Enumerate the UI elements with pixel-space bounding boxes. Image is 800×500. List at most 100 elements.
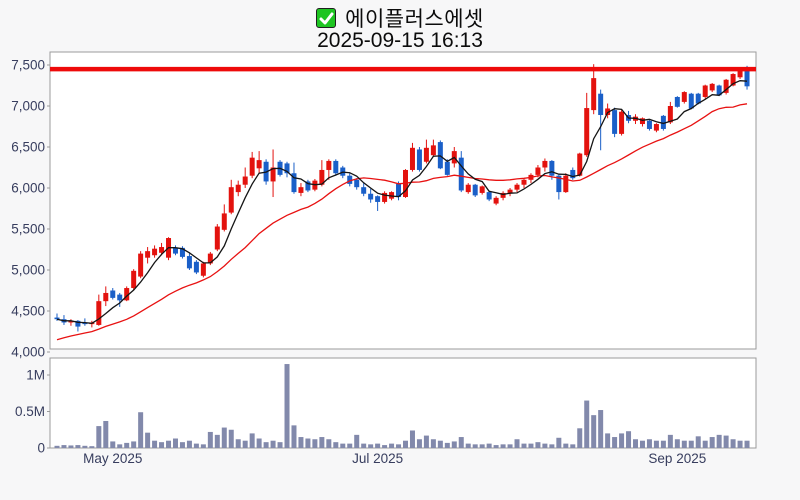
volume-bar	[117, 444, 123, 448]
candle-body	[437, 142, 443, 169]
candle-body	[68, 320, 74, 323]
volume-bar	[319, 437, 325, 448]
candle-body	[709, 83, 715, 91]
candle-body	[619, 111, 625, 134]
volume-bar	[382, 445, 388, 448]
volume-bar	[375, 443, 381, 448]
candle-body	[235, 184, 241, 193]
volume-bar	[695, 436, 701, 448]
volume-bar	[333, 442, 339, 448]
volume-bar	[584, 400, 590, 448]
volume-bar	[68, 445, 74, 448]
candle-body	[200, 263, 206, 276]
candle-body	[298, 187, 304, 193]
candle-body	[159, 247, 165, 253]
candle-body	[423, 147, 429, 162]
volume-bar	[124, 442, 130, 448]
volume-bar	[737, 440, 743, 448]
volume-bar	[242, 440, 248, 448]
candle-body	[681, 92, 687, 102]
candle-body	[653, 124, 659, 131]
price-tick-label: 5,000	[11, 263, 45, 278]
volume-bar	[54, 445, 60, 448]
volume-bar	[674, 439, 680, 448]
candle-body	[577, 153, 583, 176]
candle-body	[730, 74, 736, 86]
volume-bar	[660, 440, 666, 448]
volume-bar	[716, 434, 722, 448]
price-tick-label: 6,000	[11, 181, 45, 196]
candle-body	[479, 186, 485, 193]
candle-body	[145, 251, 151, 258]
volume-panel	[49, 357, 757, 449]
price-tick-label: 7,500	[11, 58, 45, 73]
volume-bar	[639, 440, 645, 448]
volume-bar	[423, 435, 429, 448]
volume-bar	[702, 440, 708, 448]
volume-bar	[591, 415, 597, 448]
candle-body	[103, 292, 109, 302]
candle-body	[382, 192, 388, 202]
candle-body	[207, 253, 213, 264]
volume-bar	[598, 410, 604, 448]
candle-body	[646, 120, 652, 129]
volume-bar	[730, 439, 736, 448]
candle-body	[409, 147, 415, 170]
candle-body	[179, 247, 185, 257]
candle-body	[361, 187, 367, 194]
candle-body	[354, 179, 360, 188]
price-tick-label: 5,500	[11, 222, 45, 237]
volume-bar	[403, 440, 408, 448]
candle-body	[270, 167, 276, 182]
candle-body	[570, 169, 576, 179]
candle-body	[396, 183, 402, 198]
volume-bar	[277, 442, 283, 448]
candle-body	[221, 213, 227, 230]
volume-bar	[389, 443, 395, 448]
candle-body	[667, 106, 673, 123]
volume-bar	[444, 442, 450, 448]
volume-bar	[61, 445, 67, 448]
candle-body	[598, 93, 604, 116]
volume-bar	[193, 443, 199, 448]
candle-body	[723, 79, 729, 93]
volume-bar	[409, 430, 415, 448]
candle-body	[193, 261, 199, 273]
volume-bar	[354, 434, 360, 448]
date-tick-label: Sep 2025	[648, 451, 706, 466]
candle-body	[131, 270, 137, 289]
candle-body	[117, 294, 123, 301]
volume-bar	[744, 440, 750, 448]
candle-body	[152, 248, 158, 256]
volume-bar	[298, 437, 304, 448]
candle-body	[416, 149, 422, 170]
candle-body	[138, 253, 144, 277]
volume-bar	[312, 439, 318, 448]
volume-bar	[646, 439, 652, 448]
candle-body	[172, 247, 178, 254]
volume-bar	[619, 433, 625, 448]
candle-body	[542, 160, 548, 168]
price-panel	[49, 51, 757, 350]
volume-bar	[458, 437, 464, 448]
candle-body	[612, 110, 618, 134]
date-axis-labels: May 2025 Jul 2025 Sep 2025	[83, 451, 706, 466]
price-tick-label: 4,500	[11, 304, 45, 319]
candle-body	[96, 301, 102, 325]
volume-bar	[82, 445, 88, 448]
volume-bars-group	[54, 364, 750, 448]
volume-bar	[681, 440, 687, 448]
checkbox-icon[interactable]	[316, 8, 337, 28]
candle-body	[333, 160, 339, 174]
volume-bar	[200, 444, 206, 448]
volume-bar	[563, 443, 569, 448]
volume-bar	[521, 443, 527, 448]
candle-body	[493, 197, 499, 204]
candle-body	[605, 108, 611, 116]
candle-body	[326, 160, 332, 170]
volume-bar	[221, 427, 227, 448]
volume-bar	[535, 442, 541, 448]
candle-body	[75, 320, 81, 327]
candle-body	[242, 176, 248, 185]
